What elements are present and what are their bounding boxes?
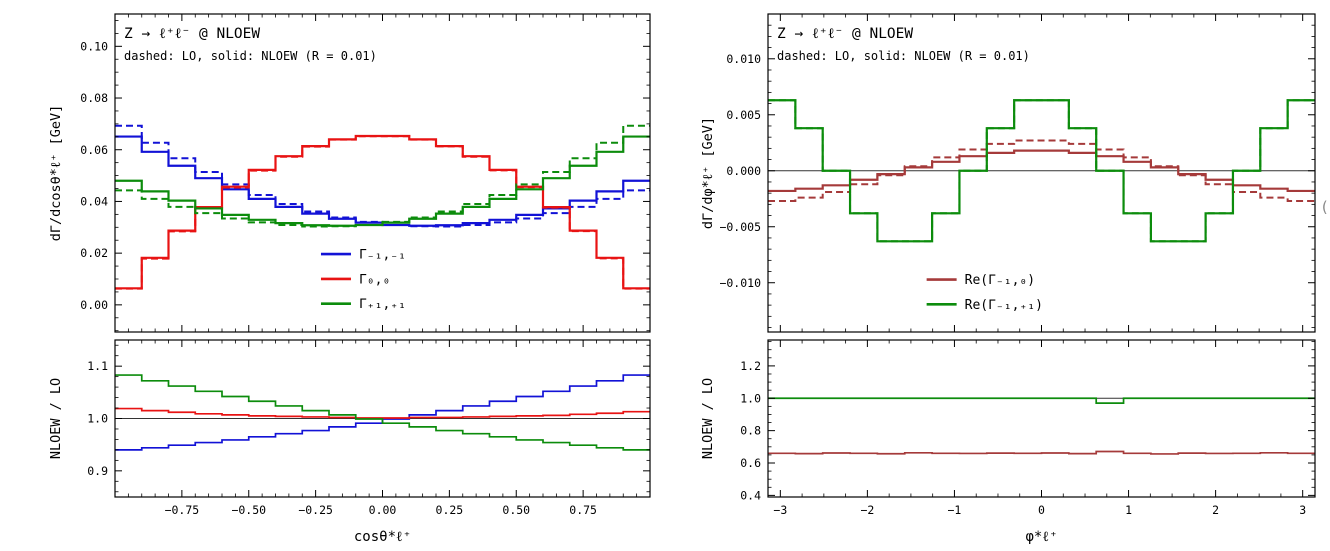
x-tick-label: −0.75 [165,503,200,517]
x-tick-label: 2 [1212,503,1219,517]
y-tick-label: −0.010 [719,276,761,290]
x-tick-label: −3 [773,503,787,517]
legend-label-re-gamma-m1-0: Re(Γ₋₁,₀) [965,273,1035,288]
y-tick-label: −0.005 [719,220,761,234]
y-tick-label: 0.010 [726,52,761,66]
legend-label-gamma-m1-m1: Γ₋₁,₋₁ [359,248,406,263]
x-tick-label: 0.50 [502,503,530,517]
ratio-y-axis-label: NLOEW / LO [700,378,716,459]
y-tick-label: 0.10 [80,39,108,53]
legend-label-re-gamma-m1-p1: Re(Γ₋₁,₊₁) [965,298,1043,313]
x-tick-label: 0 [1038,503,1045,517]
y-tick-label: 0.04 [80,194,108,208]
y-tick-label: 0.06 [80,143,108,157]
legend-label-gamma-p1-p1: Γ₊₁,₊₁ [359,297,406,312]
edge-glyph: ( [1320,198,1330,216]
plot-title: Z → ℓ⁺ℓ⁻ @ NLOEW [124,26,260,42]
x-tick-label: −1 [948,503,962,517]
y-tick-label: 0.8 [740,424,761,438]
x-tick-label: 3 [1299,503,1306,517]
y-tick-label: 0.005 [726,108,761,122]
series-gamma-0-0-nlo-solid [115,134,650,290]
axes-frame [767,339,1316,498]
series-re-gamma-m1-p1-nlo-solid [768,99,1315,243]
y-axis-label: dΓ/dφ*ℓ⁺ [GeV] [700,117,716,229]
right-figure: −0.010 −0.005 0.000 0.005 0.010 0.4 0.6 0.8 1.0 1… [700,13,1316,545]
plot-subtitle: dashed: LO, solid: NLOEW (R = 0.01) [777,49,1030,63]
y-axis-label: dΓ/dcosθ*ℓ⁺ [GeV] [48,105,64,242]
series-re-gamma-m1-0-ratio [768,450,1315,455]
y-tick-label: 1.1 [87,359,108,373]
series-gamma-0-0-ratio [115,407,650,419]
x-tick-label: 0.00 [369,503,397,517]
series-re-gamma-m1-0-nlo-solid [768,149,1315,193]
x-tick-label: 1 [1125,503,1132,517]
y-tick-label: 0.08 [80,91,108,105]
x-tick-label: −2 [860,503,874,517]
y-tick-label: 0.00 [80,298,108,312]
y-tick-label: 0.02 [80,246,108,260]
series-gamma-p1-p1-lo-dashed [115,124,650,228]
y-tick-label: 1.0 [87,412,108,426]
x-axis-label: φ*ℓ⁺ [1026,529,1058,545]
x-axis-label: cosθ*ℓ⁺ [354,529,411,545]
plot-subtitle: dashed: LO, solid: NLOEW (R = 0.01) [124,49,377,63]
series-re-gamma-m1-0-lo-dashed [768,139,1315,202]
plot-title: Z → ℓ⁺ℓ⁻ @ NLOEW [777,26,913,42]
y-tick-label: 1.2 [740,359,761,373]
series-re-gamma-m1-p1-ratio [768,397,1315,404]
y-tick-label: 0.4 [740,488,761,502]
x-tick-label: −0.50 [231,503,266,517]
y-tick-label: 0.6 [740,456,761,470]
left-figure: 0.00 0.02 0.04 0.06 0.08 0.10 0.9 1.0 1.1 −0.75 −0… [48,13,651,545]
series-gamma-p1-p1-nlo-solid [115,135,650,227]
y-tick-label: 0.9 [87,464,108,478]
y-tick-label: 1.0 [740,391,761,405]
legend-label-gamma-0-0: Γ₀,₀ [359,272,390,287]
x-tick-label: 0.75 [569,503,597,517]
x-tick-label: −0.25 [298,503,333,517]
series-gamma-p1-p1-ratio [115,374,650,451]
y-tick-label: 0.000 [726,164,761,178]
ratio-y-axis-label: NLOEW / LO [48,378,64,459]
x-tick-label: 0.25 [436,503,464,517]
